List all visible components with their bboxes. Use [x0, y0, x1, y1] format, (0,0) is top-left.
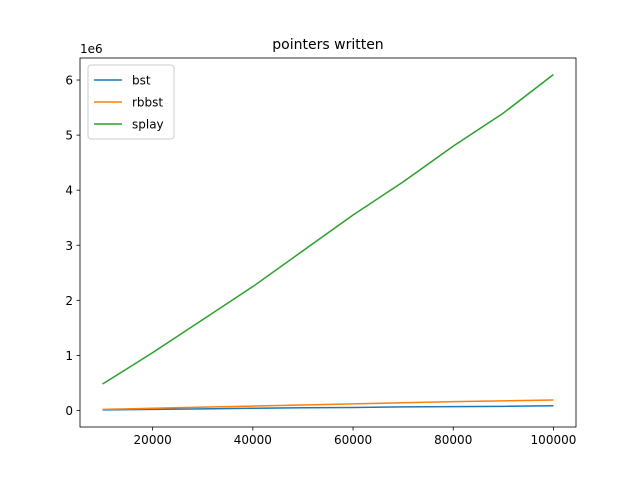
- legend-label-rbbst: rbbst: [132, 96, 163, 110]
- chart-title: pointers written: [272, 37, 383, 53]
- y-tick-label: 3: [65, 239, 73, 253]
- axes-layer: 20000 40000 60000 80000 100000 0 1 2 3 4 5 6: [65, 57, 577, 447]
- y-tick-label: 6: [65, 74, 73, 88]
- legend: bst rbbst splay: [87, 64, 175, 140]
- y-axis-multiplier: 1e6: [80, 42, 103, 56]
- x-tick-label: 100000: [531, 433, 577, 447]
- y-tick-label: 2: [65, 294, 73, 308]
- y-tick-label: 1: [65, 349, 73, 363]
- legend-box: [87, 64, 175, 140]
- y-tick-label: 4: [65, 184, 73, 198]
- x-tick-label: 40000: [234, 433, 272, 447]
- y-tick-label: 0: [65, 404, 73, 418]
- series-line-splay: [102, 73, 554, 385]
- x-tick-label: 60000: [334, 433, 372, 447]
- x-tick-label: 20000: [134, 433, 172, 447]
- plot-frame: [79, 57, 577, 428]
- series-line-rbbst: [102, 399, 554, 411]
- series-layer: [102, 73, 554, 411]
- series-line-bst: [102, 405, 554, 411]
- x-tick-label: 80000: [434, 433, 472, 447]
- legend-label-bst: bst: [132, 74, 151, 88]
- legend-label-splay: splay: [132, 118, 164, 132]
- y-tick-label: 5: [65, 129, 73, 143]
